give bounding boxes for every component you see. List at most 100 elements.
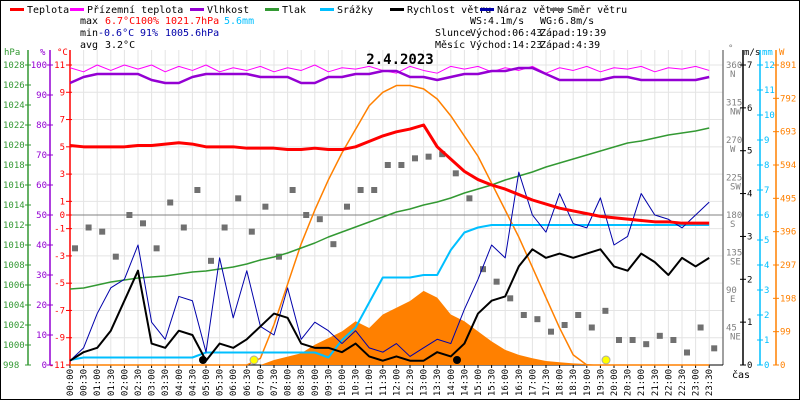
x-tick-label: 02:00 <box>120 369 130 396</box>
direction-tick-label: 360 <box>726 61 742 71</box>
temperature-tick-label: -11 <box>49 361 65 371</box>
x-tick-label: 14:00 <box>447 369 457 396</box>
wind-direction-point <box>303 212 310 218</box>
markers <box>199 355 611 365</box>
legend-swatch <box>480 8 494 11</box>
legend: Teplota Přízemní teplota Vlhkost Tlak Srážky… <box>10 4 627 16</box>
chart-title: 2.4.2023 <box>366 52 433 68</box>
pressure-tick-label: 1020 <box>3 141 25 151</box>
x-tick-label: 14:30 <box>460 369 470 396</box>
rain-tick-label: 9 <box>764 136 769 146</box>
wind-speed-summary: WS:4.1m/s <box>470 16 524 27</box>
wind-direction-point <box>85 224 92 231</box>
pressure-tick-label: 1000 <box>3 341 25 351</box>
x-tick-label: 15:30 <box>488 369 498 396</box>
wind-direction-point <box>371 187 378 193</box>
legend-swatch <box>10 8 24 11</box>
x-tick-label: 05:30 <box>216 369 226 396</box>
rain-tick-label: 4 <box>764 261 769 271</box>
wind-direction-point <box>276 253 282 260</box>
legend-label: Vlhkost <box>207 5 249 16</box>
x-tick-label: 13:30 <box>433 369 443 396</box>
legend-swatch <box>320 8 334 11</box>
x-tick-label: 06:00 <box>229 369 239 396</box>
solar-tick-label: 198 <box>780 294 796 304</box>
wind-direction-point <box>548 328 554 335</box>
humidity-tick-label: 40 <box>36 241 47 251</box>
stats-block: max 6.7°C 100% 1021.7hPa 5.6mm min -0.6°… <box>80 16 606 51</box>
humidity-tick-label: 100 <box>31 61 47 71</box>
vlhkost-line <box>69 66 710 85</box>
wind-direction-point <box>507 295 514 302</box>
x-tick-label: 23:30 <box>705 369 715 396</box>
x-tick-label: 04:00 <box>175 369 185 396</box>
humidity-tick-label: 60 <box>36 181 47 191</box>
x-tick-label: 22:00 <box>664 369 674 396</box>
humidity-tick-label: 90 <box>36 91 47 101</box>
solar-tick-label: 99 <box>780 328 791 338</box>
wind-direction-point <box>629 337 636 343</box>
direction-compass-label: E <box>730 295 735 305</box>
humidity-tick-label: 0 <box>42 361 47 371</box>
direction-tick-label: 90 <box>726 286 737 296</box>
x-tick-label: 21:30 <box>651 369 661 396</box>
rain-tick-label: 7 <box>764 186 769 196</box>
solar-tick-label: 396 <box>780 228 796 238</box>
wind-tick-label: 3 <box>747 232 752 242</box>
direction-compass-label: S <box>730 220 735 230</box>
wind-direction-point <box>262 203 269 210</box>
wind-direction-point <box>643 341 650 348</box>
wind-direction-point <box>602 307 609 314</box>
teplota-line <box>69 123 710 225</box>
wind-direction-point <box>316 216 323 223</box>
wind-direction-point <box>167 199 174 206</box>
wind-direction-point <box>235 195 242 202</box>
legend-label: Rychlost větru <box>407 4 491 16</box>
pressure-tick-label: 1014 <box>3 201 25 211</box>
legend-swatch <box>265 8 279 11</box>
temperature-tick-label: -9 <box>54 334 65 344</box>
legend-label: Tlak <box>282 5 306 16</box>
pressure-tick-label: 1018 <box>3 161 25 171</box>
humidity-tick-label: 50 <box>36 211 47 221</box>
pressure-tick-label: 1006 <box>3 281 25 291</box>
x-tick-label: 05:00 <box>202 369 212 396</box>
tlak-line <box>69 127 710 290</box>
temperature-tick-label: -7 <box>54 306 65 316</box>
rain-tick-label: 6 <box>764 211 769 221</box>
direction-tick-label: 135 <box>726 249 742 259</box>
wind-direction-point <box>452 170 459 177</box>
x-tick-label: 04:30 <box>188 369 198 396</box>
temperature-tick-label: 0 <box>60 211 65 221</box>
x-tick-label: 02:30 <box>134 369 144 396</box>
temperature-tick-label: 3 <box>60 170 65 180</box>
wind-direction-point <box>616 337 622 343</box>
solar-area <box>70 290 710 365</box>
rain-tick-label: 12 <box>764 61 775 71</box>
wind-direction-point <box>697 324 704 331</box>
wind-direction-point <box>520 312 527 318</box>
temperature-tick-label: 1 <box>60 197 65 207</box>
pressure-tick-label: 1022 <box>3 121 25 131</box>
rain-tick-label: 5 <box>764 236 769 246</box>
stats-min-temp: -0.6°C <box>98 28 134 39</box>
wind-direction-point <box>711 345 718 352</box>
x-tick-label: 20:30 <box>624 369 634 396</box>
wind-direction-point <box>480 266 486 273</box>
sun-set: Západ:19:39 <box>540 27 606 39</box>
direction-tick-label: 180 <box>726 211 742 221</box>
stats-avg-label: avg <box>80 40 98 51</box>
wind-direction-point <box>344 203 350 210</box>
wind-direction-point <box>208 257 214 264</box>
solar-tick-label: 891 <box>780 61 796 71</box>
wind-direction-point <box>112 253 119 260</box>
pressure-tick-label: 1028 <box>3 61 25 71</box>
direction-tick-label: 225 <box>726 174 742 184</box>
direction-unit-label: ° <box>728 44 733 54</box>
wind-direction-point <box>575 312 582 318</box>
rain-tick-label: 10 <box>764 111 775 121</box>
moon-rise: Východ:14:23 <box>470 39 542 51</box>
wind-direction-point <box>357 187 364 193</box>
pressure-tick-label: 1024 <box>3 101 25 111</box>
direction-compass-label: SE <box>730 258 741 268</box>
